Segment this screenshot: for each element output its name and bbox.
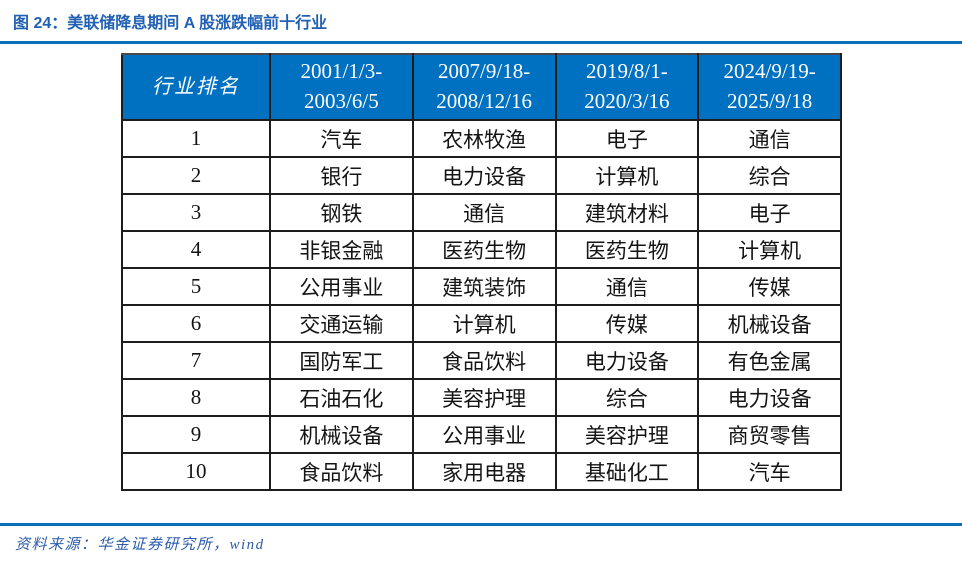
footer-rule bbox=[0, 523, 962, 526]
industry-cell: 通信 bbox=[697, 119, 842, 158]
industry-cell: 电力设备 bbox=[554, 341, 700, 380]
industry-cell: 钢铁 bbox=[269, 193, 414, 232]
industry-cell: 计算机 bbox=[554, 156, 700, 195]
industry-rank-table: 行业排名 2001/1/3- 2003/6/5 2007/9/18- 2008/12… bbox=[121, 53, 842, 491]
industry-cell: 非银金融 bbox=[269, 230, 414, 269]
industry-cell: 家用电器 bbox=[411, 452, 557, 491]
header-cell-period: 2007/9/18- 2008/12/16 bbox=[411, 53, 557, 121]
industry-cell: 汽车 bbox=[697, 452, 842, 491]
industry-cell: 农林牧渔 bbox=[411, 119, 557, 158]
industry-cell: 机械设备 bbox=[269, 415, 414, 454]
header-cell-period: 2001/1/3- 2003/6/5 bbox=[269, 53, 414, 121]
industry-cell: 电子 bbox=[697, 193, 842, 232]
industry-cell: 机械设备 bbox=[697, 304, 842, 343]
industry-cell: 食品饮料 bbox=[411, 341, 557, 380]
figure-title: 图 24：美联储降息期间 A 股涨跌幅前十行业 bbox=[13, 15, 328, 32]
industry-cell: 银行 bbox=[269, 156, 414, 195]
industry-cell: 有色金属 bbox=[697, 341, 842, 380]
rank-cell: 1 bbox=[121, 119, 271, 158]
industry-cell: 电力设备 bbox=[697, 378, 842, 417]
industry-cell: 美容护理 bbox=[411, 378, 557, 417]
industry-cell: 通信 bbox=[554, 267, 700, 306]
table-row: 9 机械设备 公用事业 美容护理 商贸零售 bbox=[121, 415, 842, 454]
industry-cell: 交通运输 bbox=[269, 304, 414, 343]
header-cell-period: 2024/9/19- 2025/9/18 bbox=[697, 53, 842, 121]
table-row: 10 食品饮料 家用电器 基础化工 汽车 bbox=[121, 452, 842, 491]
industry-cell: 综合 bbox=[554, 378, 700, 417]
industry-cell: 美容护理 bbox=[554, 415, 700, 454]
table-row: 7 国防军工 食品饮料 电力设备 有色金属 bbox=[121, 341, 842, 380]
industry-cell: 国防军工 bbox=[269, 341, 414, 380]
header-cell-period: 2019/8/1- 2020/3/16 bbox=[554, 53, 700, 121]
industry-cell: 基础化工 bbox=[554, 452, 700, 491]
industry-cell: 食品饮料 bbox=[269, 452, 414, 491]
industry-cell: 汽车 bbox=[269, 119, 414, 158]
table-row: 1 汽车 农林牧渔 电子 通信 bbox=[121, 119, 842, 158]
industry-cell: 综合 bbox=[697, 156, 842, 195]
rank-cell: 6 bbox=[121, 304, 271, 343]
table-header: 行业排名 2001/1/3- 2003/6/5 2007/9/18- 2008/12… bbox=[121, 53, 842, 121]
rank-cell: 7 bbox=[121, 341, 271, 380]
title-rule bbox=[0, 41, 962, 44]
rank-cell: 3 bbox=[121, 193, 271, 232]
industry-cell: 计算机 bbox=[697, 230, 842, 269]
table-body: 1 汽车 农林牧渔 电子 通信 2 银行 电力设备 计算机 综合 3 钢铁 通信 建筑材料 电子 4 非银金融医… bbox=[121, 119, 842, 491]
header-cell-rank: 行业排名 bbox=[121, 53, 271, 121]
table-row: 4 非银金融 医药生物 医药生物 计算机 bbox=[121, 230, 842, 269]
industry-cell: 医药生物 bbox=[411, 230, 557, 269]
industry-cell: 传媒 bbox=[697, 267, 842, 306]
rank-cell: 4 bbox=[121, 230, 271, 269]
industry-cell: 计算机 bbox=[411, 304, 557, 343]
table-row: 3 钢铁 通信 建筑材料 电子 bbox=[121, 193, 842, 232]
industry-cell: 建筑材料 bbox=[554, 193, 700, 232]
table-row: 2 银行 电力设备 计算机 综合 bbox=[121, 156, 842, 195]
industry-cell: 传媒 bbox=[554, 304, 700, 343]
rank-cell: 8 bbox=[121, 378, 271, 417]
rank-cell: 9 bbox=[121, 415, 271, 454]
table-header-row: 行业排名 2001/1/3- 2003/6/5 2007/9/18- 2008/12… bbox=[121, 53, 842, 121]
industry-cell: 商贸零售 bbox=[697, 415, 842, 454]
industry-cell: 电力设备 bbox=[411, 156, 557, 195]
industry-cell: 医药生物 bbox=[554, 230, 700, 269]
rank-cell: 2 bbox=[121, 156, 271, 195]
industry-cell: 石油石化 bbox=[269, 378, 414, 417]
industry-cell: 公用事业 bbox=[269, 267, 414, 306]
rank-cell: 10 bbox=[121, 452, 271, 491]
rank-cell: 5 bbox=[121, 267, 271, 306]
industry-cell: 通信 bbox=[411, 193, 557, 232]
source-note: 资料来源：华金证券研究所，wind bbox=[15, 537, 265, 553]
industry-cell: 公用事业 bbox=[411, 415, 557, 454]
table-row: 8 石油石化 美容护理 综合 电力设备 bbox=[121, 378, 842, 417]
table-row: 6 交通运输 计算机 传媒 机械设备 bbox=[121, 304, 842, 343]
industry-cell: 电子 bbox=[554, 119, 700, 158]
industry-cell: 建筑装饰 bbox=[411, 267, 557, 306]
table-row: 5 公用事业 建筑装饰 通信 传媒 bbox=[121, 267, 842, 306]
